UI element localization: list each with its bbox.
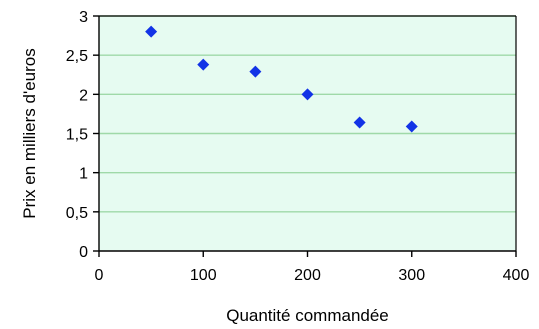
y-tick-label: 0 [79,244,88,261]
x-tick-label: 300 [398,267,425,284]
x-axis-title: Quantité commandée [226,306,389,325]
y-axis-title: Prix en milliers d'euros [20,48,39,218]
x-tick-label: 0 [95,267,104,284]
data-point [145,25,158,38]
y-tick-label: 1 [79,166,88,183]
y-tick-label: 0,5 [66,205,88,222]
data-point [301,88,314,101]
x-tick-label: 100 [190,267,217,284]
y-tick-label: 2,5 [66,48,88,65]
data-point [197,58,210,71]
y-axis-ticks: 0 0,5 1 1,5 2 2,5 3 [66,9,99,261]
y-tick-label: 3 [79,9,88,26]
x-tick-label: 200 [294,267,321,284]
y-tick-label: 2 [79,87,88,104]
y-tick-label: 1,5 [66,127,88,144]
data-points [145,25,418,133]
data-point [249,65,262,78]
x-tick-label: 400 [503,267,530,284]
data-point [405,120,418,133]
x-axis-ticks: 0 100 200 300 400 [95,251,530,284]
data-point [353,116,366,129]
